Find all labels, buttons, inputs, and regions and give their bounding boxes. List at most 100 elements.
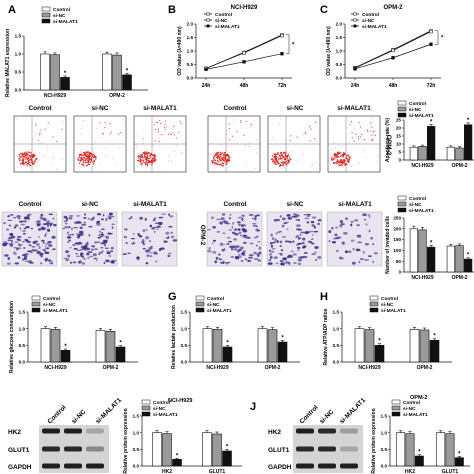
stained-cell: [100, 247, 104, 249]
glucose-star-1: *: [119, 341, 122, 347]
blot1-protein-hk2: HK2: [8, 429, 21, 436]
H-y-tick-label-3: 1.5: [333, 310, 340, 315]
blot2-protein-gapdh: GAPDH: [268, 464, 292, 471]
flow-dot: [340, 164, 342, 166]
flow-dot: [303, 154, 305, 156]
stained-cell: [44, 234, 47, 237]
B-legend-label-2: si-MALAT1: [215, 24, 240, 30]
flow-dot: [222, 165, 224, 167]
flow-dot: [102, 133, 104, 135]
stained-cell: [19, 227, 22, 230]
stained-cell: [238, 248, 242, 252]
stained-cell: [22, 232, 26, 235]
H-legend-swatch-2: [369, 307, 379, 313]
stained-cell: [170, 231, 173, 234]
flow-dot: [282, 152, 284, 154]
stained-cell: [22, 254, 26, 257]
stained-cell: [21, 230, 27, 232]
stained-cell: [279, 245, 283, 248]
stained-cell: [38, 228, 42, 231]
flow-dot: [170, 160, 172, 162]
stained-cell: [124, 228, 128, 231]
chart-glucose: 0.0 0.5 1.0 1.5 Relative glucose consumption…: [9, 295, 138, 373]
apoptosis-legend-label-1: si-NC: [409, 107, 422, 113]
stained-cell: [71, 233, 74, 236]
glucose-legend-label-2: si-MALAT1: [43, 308, 68, 314]
flow-dot: [173, 150, 175, 152]
stained-cell: [270, 233, 273, 237]
stained-cell: [279, 231, 282, 233]
stained-cell: [334, 233, 338, 237]
flow-dot: [105, 155, 107, 157]
stained-cell: [27, 250, 32, 253]
flow-dot: [61, 159, 63, 161]
stained-cell: [105, 259, 110, 263]
flow-dot: [279, 123, 281, 125]
flow-dot: [84, 151, 87, 153]
flow-dot: [141, 155, 143, 158]
flow-dot: [143, 153, 146, 155]
stained-cell: [311, 234, 314, 236]
stained-cell: [13, 251, 16, 254]
flow-dot: [180, 153, 182, 155]
G-legend-label-2: si-MALAT1: [207, 308, 232, 314]
B-point-2-2: [280, 52, 284, 56]
G-y-tick-label-3: 1.5: [181, 310, 188, 315]
flow-dot: [312, 163, 314, 165]
H-legend-label-1: si-NC: [381, 302, 394, 308]
B-legend-label-0: Control: [215, 12, 232, 18]
stained-cell: [142, 243, 145, 246]
G-y-axis-label: Relative lactate production: [171, 305, 177, 369]
stained-cell: [73, 227, 78, 229]
flow-dot: [343, 153, 346, 155]
flow-dot: [347, 155, 350, 157]
flow-dot: [272, 160, 274, 162]
flow-dot: [216, 156, 219, 159]
flow-dot: [31, 154, 34, 157]
stained-cell: [299, 233, 302, 236]
stained-cell: [138, 235, 143, 238]
stained-cell: [76, 221, 82, 224]
glucose-x-tick-label-1: OPM-2: [103, 365, 119, 371]
flow-dot: [212, 157, 215, 160]
flow-dot: [332, 162, 335, 164]
A-y-tick-label-3: 1.5: [15, 34, 22, 39]
stained-cell: [297, 259, 302, 262]
stained-cell: [64, 226, 67, 228]
stained-cell: [286, 256, 290, 259]
flow-dot: [93, 156, 95, 159]
stained-cell: [241, 224, 247, 227]
wb1-star-1: *: [226, 444, 229, 450]
apoptosis-bar-1-0: [446, 146, 455, 161]
C-point-2-0: [353, 67, 357, 71]
G-x-tick-label-1: OPM-2: [265, 365, 281, 371]
invasion-bar-0-1: [418, 229, 427, 273]
stained-cell: [168, 225, 173, 228]
flow-dot: [35, 122, 37, 124]
flow-dot: [345, 155, 347, 157]
stained-cell: [298, 262, 301, 266]
stained-cell: [89, 255, 94, 258]
flow-dot: [344, 160, 346, 162]
stained-cell: [291, 215, 296, 218]
stained-cell: [96, 213, 102, 216]
flow-dot: [173, 134, 175, 136]
blot2-bands-band-0-0: [296, 428, 314, 434]
flow-dot: [226, 159, 229, 162]
flow-dot: [23, 162, 25, 164]
stained-cell: [81, 262, 86, 265]
stained-cell: [311, 238, 314, 241]
invasion-y-tick-label-2: 100: [393, 248, 401, 253]
stained-cell: [233, 248, 238, 251]
flow-dot: [154, 158, 157, 161]
flow-dot: [227, 154, 230, 157]
stained-cell: [10, 239, 14, 243]
flow-dot: [93, 154, 95, 156]
flow-dot: [336, 161, 338, 163]
flow-dot: [25, 161, 27, 164]
stained-cell: [98, 253, 101, 256]
flow-dot: [355, 133, 357, 135]
stained-cell: [170, 235, 175, 239]
stained-cell: [311, 242, 315, 245]
flow-dot: [377, 161, 378, 163]
